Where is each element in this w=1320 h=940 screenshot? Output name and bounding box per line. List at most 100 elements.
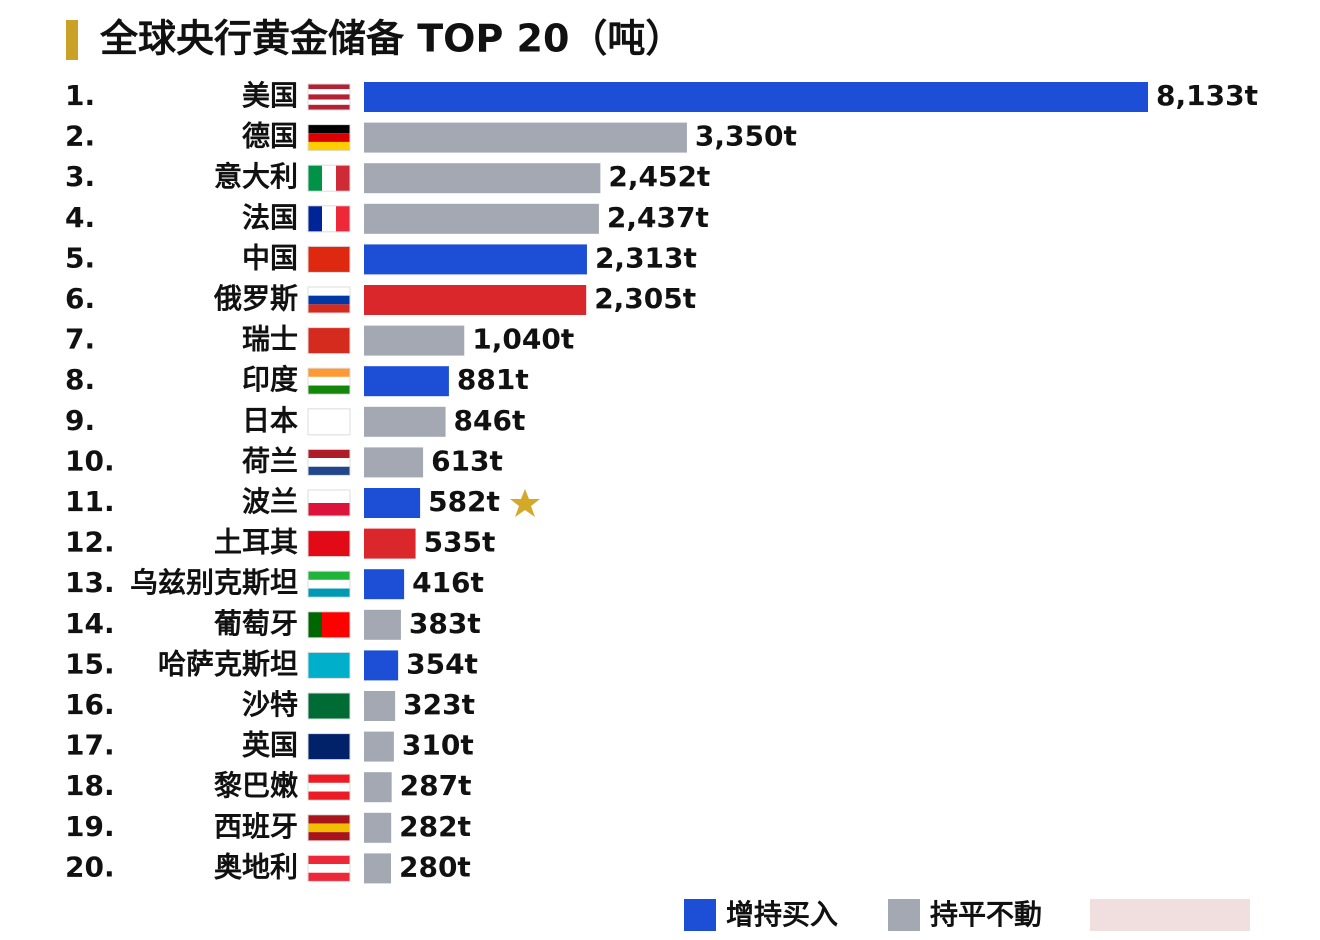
rank-label: 12. — [65, 526, 115, 559]
flag-border — [307, 611, 351, 639]
rank-label: 18. — [65, 769, 115, 802]
category-label: 沙特 — [242, 688, 298, 721]
flag-stripe — [308, 408, 350, 435]
bar — [364, 406, 446, 437]
bar — [364, 691, 396, 721]
legend-label: 持平不動 — [930, 898, 1042, 931]
rank-label: 17. — [65, 729, 115, 762]
legend-swatch — [684, 899, 716, 931]
rank-label: 16. — [65, 688, 115, 721]
flag-stripe — [336, 165, 350, 192]
title-accent — [66, 20, 78, 60]
flag-stripe — [308, 466, 350, 476]
flag-stripe — [308, 693, 350, 719]
flag-stripe — [308, 165, 322, 192]
flag-stripe — [308, 458, 350, 467]
flag-stripe — [308, 376, 350, 386]
flag-border — [307, 205, 351, 233]
legend-label: 增持买入 — [726, 898, 838, 931]
flag-stripe — [308, 782, 350, 792]
flag-stripe — [308, 104, 350, 110]
bar — [364, 650, 399, 681]
flag-stripe — [322, 165, 336, 192]
rank-label: 10. — [65, 444, 115, 477]
flag-stripe — [308, 385, 350, 395]
flag-stripe — [308, 579, 350, 589]
rank-label: 8. — [65, 363, 95, 396]
flag-stripe — [308, 246, 350, 273]
category-label: 荷兰 — [242, 444, 298, 477]
category-label: 西班牙 — [214, 810, 298, 843]
bar — [364, 325, 465, 356]
value-label: 1,040t — [472, 323, 574, 356]
star-icon — [510, 489, 540, 517]
value-label: 323t — [403, 688, 475, 721]
legend-swatch — [888, 899, 920, 931]
rank-label: 13. — [65, 566, 115, 599]
flag-stripe — [308, 791, 350, 801]
category-label: 法国 — [242, 201, 298, 234]
value-label: 2,452t — [608, 160, 710, 193]
category-label: 俄罗斯 — [213, 282, 298, 315]
category-label: 德国 — [242, 120, 298, 153]
bar — [364, 285, 587, 315]
flag-border — [307, 773, 351, 801]
flag-stripe — [308, 872, 350, 882]
value-label: 8,133t — [1156, 79, 1258, 112]
flag-stripe — [308, 855, 350, 865]
value-label: 535t — [424, 526, 496, 559]
flag-stripe — [308, 89, 350, 95]
flag-stripe — [322, 611, 336, 638]
flag-stripe — [308, 814, 350, 824]
flag-stripe — [308, 611, 322, 638]
flag-border — [307, 692, 351, 720]
rank-label: 7. — [65, 323, 95, 356]
value-label: 282t — [399, 810, 471, 843]
flag-stripe — [308, 733, 350, 760]
flag-border — [307, 367, 351, 395]
flag-border — [307, 814, 351, 842]
bar — [364, 163, 601, 194]
rank-label: 5. — [65, 241, 95, 274]
value-label: 383t — [409, 607, 481, 640]
flag-border — [307, 83, 351, 111]
category-label: 中国 — [242, 241, 298, 274]
bar — [364, 772, 392, 803]
flag-stripe — [308, 141, 350, 151]
flag-border — [307, 448, 351, 476]
flag-stripe — [308, 99, 350, 105]
flag-stripe — [308, 490, 350, 503]
bar — [364, 609, 401, 640]
flag-border — [307, 854, 351, 882]
category-label: 印度 — [242, 363, 298, 396]
category-label: 土耳其 — [214, 526, 298, 559]
flag-stripe — [308, 205, 322, 232]
category-label: 瑞士 — [242, 323, 298, 356]
bar — [364, 203, 599, 234]
rank-label: 19. — [65, 810, 115, 843]
value-label: 881t — [457, 363, 529, 396]
flag-stripe — [308, 287, 350, 296]
flag-border — [307, 327, 351, 355]
category-label: 波兰 — [242, 485, 298, 518]
flag-stripe — [308, 823, 350, 833]
value-label: 354t — [406, 647, 478, 680]
rank-label: 9. — [65, 404, 95, 437]
category-label: 美国 — [242, 79, 298, 112]
flag-border — [307, 733, 351, 761]
bar — [364, 488, 421, 518]
flag-stripe — [308, 571, 350, 580]
flag-border — [307, 408, 351, 436]
rank-label: 2. — [65, 120, 95, 153]
legend-blurred — [1090, 899, 1250, 931]
flag-stripe — [308, 368, 350, 377]
flag-border — [307, 286, 351, 314]
flag-stripe — [308, 295, 350, 305]
value-label: 310t — [402, 729, 474, 762]
flag-stripe — [308, 304, 350, 313]
flag-stripe — [308, 124, 350, 134]
flag-stripe — [308, 503, 350, 516]
chart-title: 全球央行黄金储备 TOP 20（吨） — [99, 17, 683, 61]
category-label: 奥地利 — [214, 850, 298, 883]
